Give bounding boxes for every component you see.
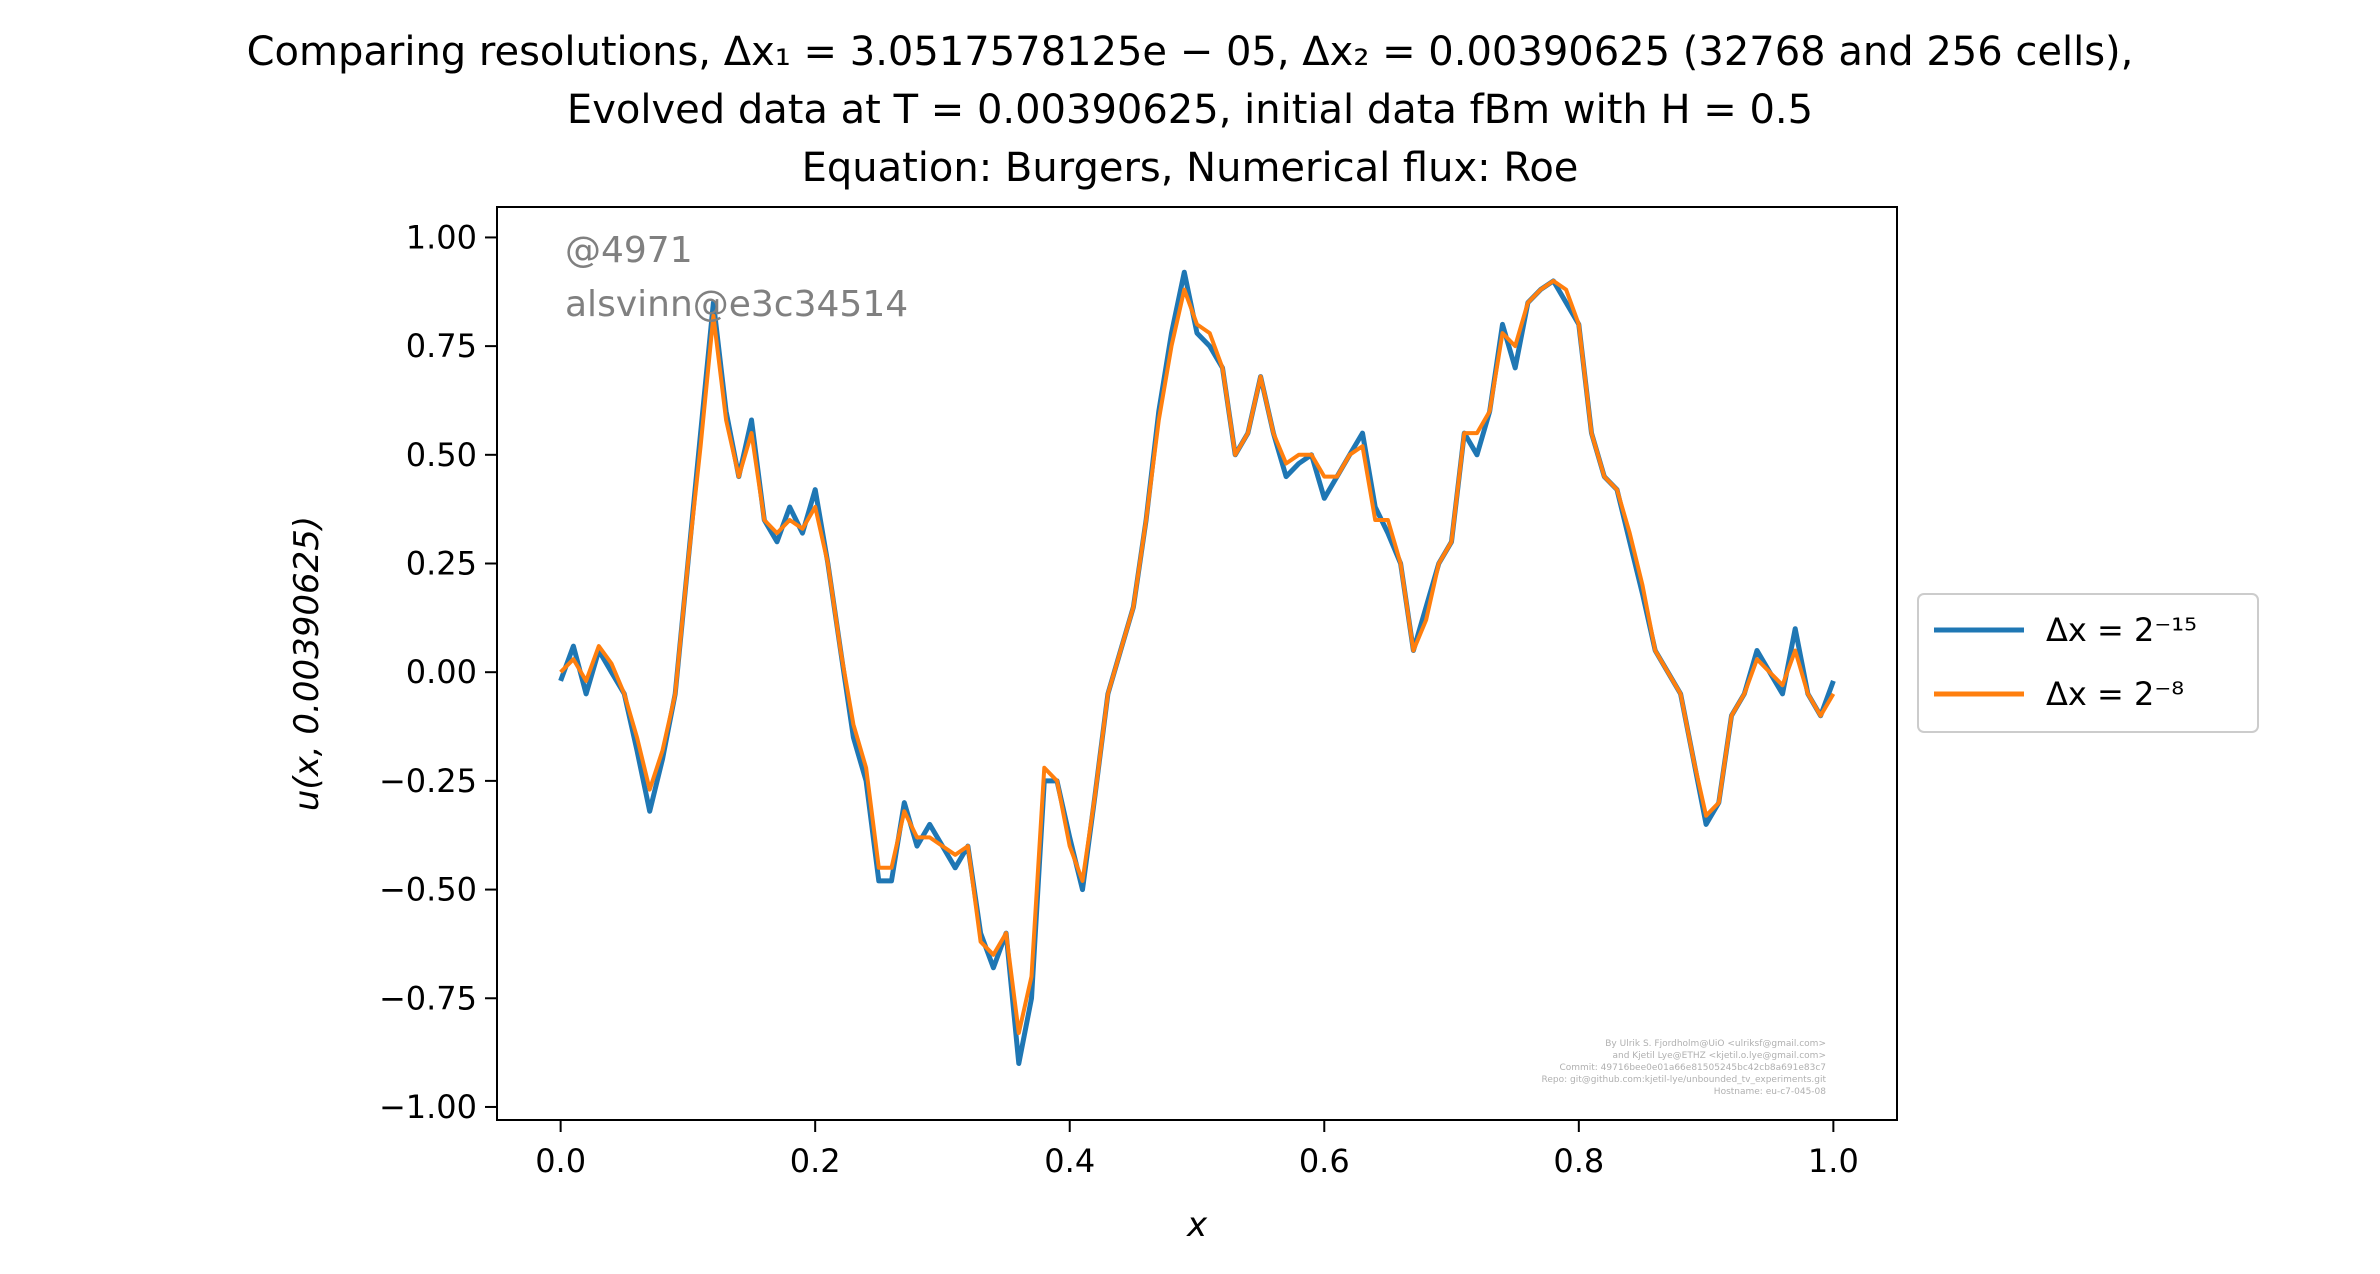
chart-title-line-1: Comparing resolutions, Δx₁ = 3.051757812… [246, 29, 2134, 75]
chart-title-line-3: Equation: Burgers, Numerical flux: Roe [801, 145, 1579, 191]
y-tick-label: 1.00 [406, 218, 477, 256]
y-axis-label: u(x, 0.00390625) [287, 516, 327, 811]
y-tick-label: 0.00 [406, 653, 477, 691]
series-line-1 [558, 269, 1836, 1066]
credit-line: Hostname: eu-c7-045-08 [1714, 1087, 1826, 1097]
y-tick-label: 0.50 [406, 436, 477, 474]
x-tick-label: 0.4 [1044, 1142, 1095, 1180]
x-axis: 0.0 0.2 0.4 0.6 0.8 1.0 [535, 1120, 1859, 1180]
plot-frame [496, 206, 1898, 1121]
y-tick-label: −0.50 [379, 871, 477, 909]
y-tick-label: 0.75 [406, 327, 477, 365]
credit-line: Commit: 49716bee0e01a66e81505245bc42cb8a… [1559, 1063, 1826, 1073]
credits-block: By Ulrik S. Fjordholm@UiO <ulriksf@gmail… [1542, 1039, 1827, 1097]
x-tick-label: 0.6 [1299, 1142, 1350, 1180]
series-line-2 [559, 278, 1836, 1035]
chart-title-line-2: Evolved data at T = 0.00390625, initial … [566, 87, 1814, 133]
legend-label-2: Δx = 2⁻⁸ [2046, 675, 2184, 713]
x-tick-label: 0.8 [1553, 1142, 1604, 1180]
x-tick-label: 0.2 [790, 1142, 841, 1180]
legend-label-1: Δx = 2⁻¹⁵ [2046, 611, 2197, 649]
y-tick-label: 0.25 [406, 545, 477, 583]
y-axis: −1.00 −0.75 −0.50 −0.25 0.00 0.25 0.50 0.75 1.00 [379, 218, 497, 1126]
annotation-version: alsvinn@e3c34514 [565, 284, 908, 325]
annotation-run-id: @4971 [565, 230, 693, 271]
x-tick-label: 1.0 [1808, 1142, 1859, 1180]
credit-line: Repo: git@github.com:kjetil-lye/unbounde… [1542, 1075, 1827, 1085]
y-tick-label: −1.00 [379, 1088, 477, 1126]
y-tick-label: −0.75 [379, 979, 477, 1017]
credit-line: and Kjetil Lye@ETHZ <kjetil.o.lye@gmail.… [1612, 1051, 1826, 1061]
x-tick-label: 0.0 [535, 1142, 586, 1180]
x-axis-label: x [1186, 1205, 1208, 1245]
credit-line: By Ulrik S. Fjordholm@UiO <ulriksf@gmail… [1605, 1039, 1826, 1049]
y-tick-label: −0.25 [379, 762, 477, 800]
legend: Δx = 2⁻¹⁵ Δx = 2⁻⁸ [1917, 593, 2259, 733]
series-layer [558, 269, 1836, 1066]
